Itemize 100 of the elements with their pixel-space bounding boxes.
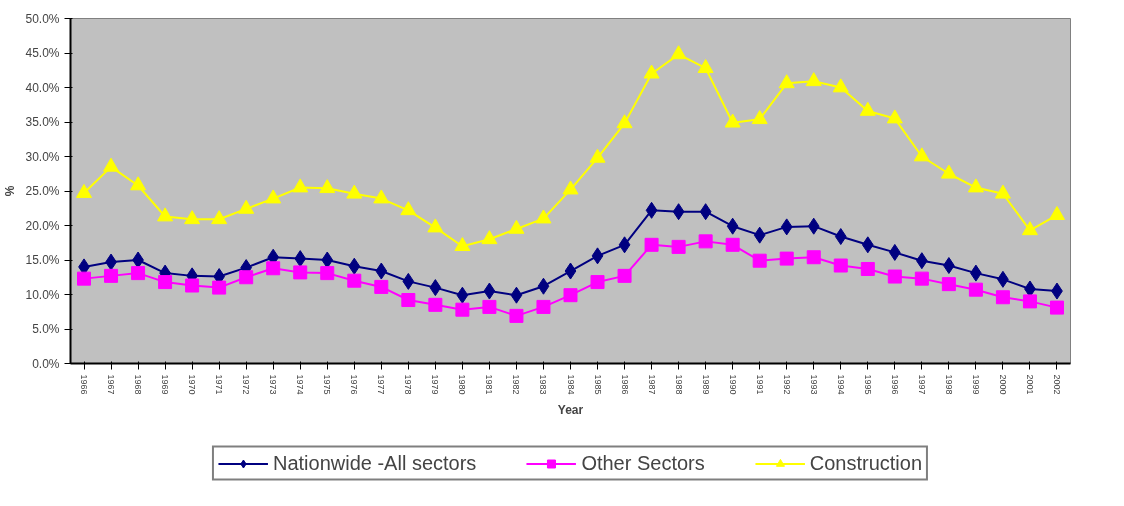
point — [537, 277, 550, 295]
x-tick-label: 1978 — [403, 374, 414, 395]
x-tick-label: 1974 — [295, 374, 306, 395]
point — [698, 234, 713, 249]
point — [185, 278, 200, 293]
x-tick-label: 1967 — [106, 374, 117, 395]
x-tick-label: 1994 — [835, 374, 846, 395]
x-tick-label: 1990 — [727, 374, 738, 395]
x-tick-label: 1987 — [646, 374, 657, 395]
point — [293, 265, 308, 280]
point — [508, 219, 525, 234]
x-tick-label: 1977 — [376, 374, 387, 395]
point — [994, 184, 1011, 199]
x-tick-label: 1980 — [457, 374, 468, 395]
point — [320, 266, 335, 281]
point — [643, 64, 660, 79]
legend-label: Other Sectors — [581, 451, 705, 475]
point — [940, 164, 957, 179]
x-tick-label: 1969 — [160, 374, 171, 395]
point — [834, 228, 847, 246]
point — [76, 183, 93, 198]
x-tick-label: 1989 — [700, 374, 711, 395]
point — [131, 266, 146, 281]
point — [968, 282, 983, 297]
point — [454, 237, 471, 252]
x-tick-label: 1966 — [79, 374, 90, 395]
point — [670, 45, 687, 60]
point — [807, 217, 820, 235]
x-tick-label: 1999 — [970, 374, 981, 395]
point — [886, 109, 903, 124]
point — [510, 286, 523, 304]
x-tick-label: 2000 — [997, 374, 1008, 395]
point — [888, 243, 901, 261]
point — [535, 209, 552, 224]
point — [401, 293, 416, 308]
x-tick-label: 1970 — [187, 374, 198, 395]
point — [402, 272, 415, 290]
point — [887, 269, 902, 284]
x-tick-label: 1988 — [673, 374, 684, 395]
point — [861, 236, 874, 254]
point — [184, 210, 201, 225]
legend-label: Nationwide -All sectors — [272, 451, 477, 475]
point — [77, 271, 92, 286]
x-tick-label: 1984 — [565, 374, 576, 395]
point — [725, 237, 740, 252]
point — [753, 226, 766, 244]
point — [292, 178, 309, 193]
point — [832, 78, 849, 93]
point — [294, 250, 307, 268]
x-tick-label: 1985 — [592, 374, 603, 395]
point — [562, 180, 579, 195]
point — [482, 299, 497, 314]
point — [591, 247, 604, 265]
point — [1022, 294, 1037, 309]
point — [455, 302, 470, 317]
y-tick-label: 0.0% — [32, 356, 60, 371]
point — [400, 201, 417, 216]
point — [158, 275, 173, 290]
point — [429, 279, 442, 297]
y-tick-label: 40.0% — [25, 80, 60, 95]
point — [752, 253, 767, 268]
point — [266, 261, 281, 276]
point — [456, 286, 469, 304]
x-tick-label: 1998 — [943, 374, 954, 395]
x-tick-label: 1992 — [781, 374, 792, 395]
x-tick-label: 1972 — [241, 374, 252, 395]
point — [373, 189, 390, 204]
point — [778, 74, 795, 89]
point — [1021, 221, 1038, 236]
x-axis-title: Year — [557, 402, 584, 417]
point — [321, 251, 334, 269]
x-tick-label: 1979 — [430, 374, 441, 395]
point — [428, 297, 443, 312]
point — [995, 290, 1010, 305]
point — [212, 280, 227, 295]
y-tick-label: 15.0% — [25, 253, 60, 267]
point — [347, 273, 362, 288]
point — [239, 270, 254, 285]
point — [805, 72, 822, 87]
point — [941, 277, 956, 292]
point — [589, 148, 606, 163]
point — [617, 268, 632, 283]
x-tick-label: 1986 — [619, 374, 630, 395]
x-tick-label: 1991 — [754, 374, 765, 395]
x-tick-label: 1981 — [484, 374, 495, 395]
y-tick-label: 25.0% — [25, 184, 60, 198]
point — [672, 203, 685, 221]
point — [375, 262, 388, 280]
point — [509, 308, 524, 323]
point — [806, 250, 821, 265]
point — [536, 299, 551, 314]
x-tick-label: 1973 — [268, 374, 279, 395]
x-tick-label: 1971 — [214, 374, 225, 395]
point — [780, 218, 793, 236]
point — [859, 101, 876, 116]
y-tick-label: 45.0% — [25, 46, 60, 60]
point — [671, 239, 686, 254]
point — [860, 261, 875, 276]
point — [346, 184, 363, 199]
point — [157, 207, 174, 222]
